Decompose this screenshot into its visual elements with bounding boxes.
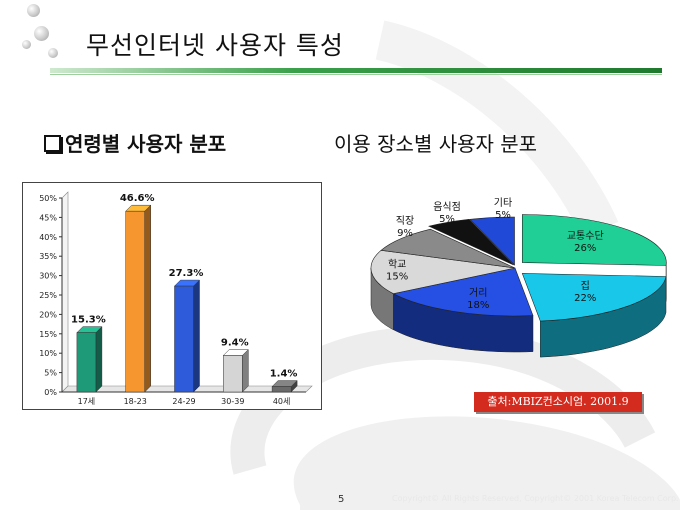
place-section-heading: 이용 장소별 사용자 분포 bbox=[334, 132, 538, 156]
bar-data-label: 9.4% bbox=[221, 338, 249, 349]
pie-slice-label: 직장 bbox=[396, 215, 414, 227]
pie-slice-4 bbox=[370, 249, 516, 295]
footer-copyright: Copyright© All Rights Reserved, Copyrigh… bbox=[392, 494, 679, 503]
pie-slice-2 bbox=[521, 273, 667, 322]
pie-slice-7 bbox=[469, 216, 515, 266]
pie-slice-5 bbox=[380, 228, 516, 269]
bar-data-label: 15.3% bbox=[71, 315, 106, 326]
checkbox-bullet-icon bbox=[44, 135, 61, 152]
pie-slice-percent: 5% bbox=[495, 210, 511, 221]
pie-slice-percent: 26% bbox=[574, 243, 596, 254]
pie-slice-label: 기타 bbox=[494, 197, 512, 209]
age-section-heading: 연령별 사용자 분포 bbox=[44, 128, 226, 157]
bar-side bbox=[144, 204, 151, 393]
y-tick-label: 35% bbox=[39, 252, 57, 261]
y-tick-label: 5% bbox=[44, 369, 57, 378]
bar-side bbox=[95, 326, 103, 393]
bar-4 bbox=[223, 355, 243, 393]
bar-chart-frame bbox=[22, 182, 322, 410]
pie-slice-label: 학교 bbox=[388, 259, 406, 271]
y-tick-label: 20% bbox=[39, 310, 57, 319]
age-heading-text: 연령별 사용자 분포 bbox=[65, 132, 227, 156]
y-tick-label: 40% bbox=[39, 233, 57, 242]
bar-chart-side-wall bbox=[61, 191, 69, 393]
x-tick-label: 17세 bbox=[78, 397, 96, 406]
bar-side bbox=[242, 348, 249, 393]
y-tick-label: 15% bbox=[39, 330, 57, 339]
source-label: 출처:MBIZ컨소시엄. 2001.9 bbox=[474, 392, 642, 412]
x-tick-label: 30-39 bbox=[221, 397, 244, 406]
pie-slice-percent: 18% bbox=[467, 300, 489, 311]
pie-slice-1 bbox=[521, 214, 667, 266]
bar-3 bbox=[174, 285, 194, 393]
y-tick-label: 45% bbox=[39, 213, 57, 222]
page-number: 5 bbox=[338, 494, 345, 505]
bar-5 bbox=[271, 386, 292, 393]
pie-slice-percent: 9% bbox=[397, 228, 413, 239]
bar-1 bbox=[76, 332, 97, 393]
pie-slice-percent: 5% bbox=[439, 214, 455, 225]
pie-slice-label: 교통수단 bbox=[567, 230, 604, 242]
title-underline bbox=[50, 68, 662, 73]
y-tick-label: 30% bbox=[39, 272, 57, 281]
x-tick-label: 24-29 bbox=[172, 397, 195, 406]
bar-data-label: 27.3% bbox=[169, 268, 204, 279]
bar-2 bbox=[125, 210, 145, 393]
pie-slice-percent: 22% bbox=[574, 293, 596, 304]
pie-slice-label: 거리 bbox=[469, 287, 487, 299]
slide-title: 무선인터넷 사용자 특성 bbox=[86, 31, 344, 60]
x-tick-label: 18-23 bbox=[124, 397, 147, 406]
y-tick-label: 50% bbox=[39, 194, 57, 203]
y-tick-label: 25% bbox=[39, 291, 57, 300]
pie-slice-label: 집 bbox=[581, 280, 590, 292]
x-tick-label: 40세 bbox=[273, 397, 291, 406]
bar-side bbox=[193, 279, 200, 393]
pie-slice-6 bbox=[428, 218, 514, 266]
pie-slice-label: 음식점 bbox=[433, 201, 461, 213]
bar-data-label: 1.4% bbox=[270, 369, 298, 380]
title-underline-thin bbox=[50, 74, 662, 75]
pie-slice-3 bbox=[392, 267, 534, 317]
age-bar-chart: 0% 5% 10% 15% 20% 25% 30% 35% 40% 45% 50% 15.3% 17세 4… bbox=[22, 182, 322, 410]
y-tick-label: 0% bbox=[44, 388, 57, 397]
y-tick-label: 10% bbox=[39, 349, 57, 358]
pie-slice-percent: 15% bbox=[386, 272, 408, 283]
bar-data-label: 46.6% bbox=[120, 193, 155, 204]
